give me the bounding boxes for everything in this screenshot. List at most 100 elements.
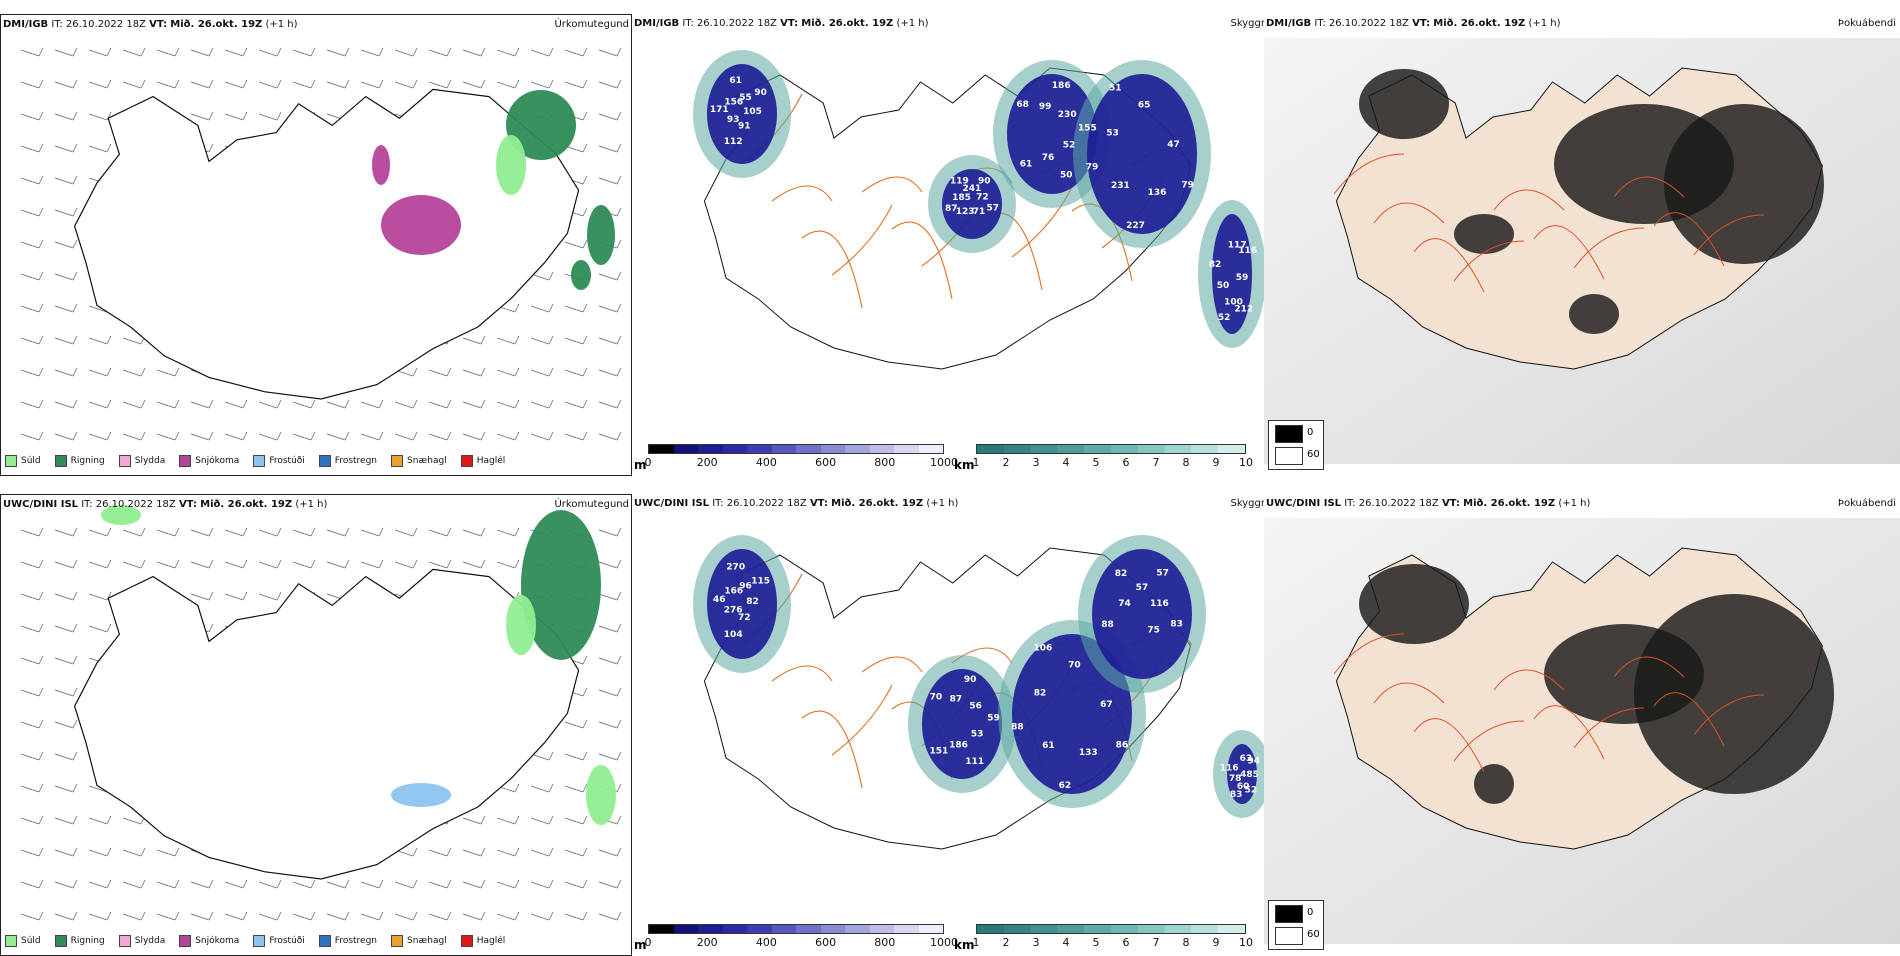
wind-barb (224, 79, 248, 89)
wind-barb (428, 527, 452, 537)
wind-barb (598, 655, 622, 665)
vt-label: VT: (809, 498, 828, 509)
wind-barb (564, 911, 588, 921)
visibility-label: 56 (969, 702, 982, 712)
visibility-label: 82 (746, 597, 759, 607)
precip-area (391, 783, 451, 807)
wind-barb (88, 559, 112, 569)
precip-legend-item: Rigning (54, 455, 105, 467)
visibility-label: 59 (1236, 273, 1249, 283)
panel-header: UWC/DINI ISL IT: 26.10.2022 18Z VT: Mið.… (3, 499, 327, 510)
visibility-label: 227 (1126, 221, 1145, 231)
wind-barb (88, 431, 112, 441)
wind-barb (258, 879, 282, 889)
fog-area (1359, 69, 1449, 139)
panel-title-precip: Úrkomutegund (554, 19, 629, 30)
visibility-label: 93 (727, 115, 740, 125)
precip-legend-item: Slydda (118, 455, 165, 467)
wind-barb (360, 527, 384, 537)
legend-swatch (5, 455, 17, 467)
fog-legend-label: 60 (1307, 449, 1320, 460)
wind-barb (428, 847, 452, 857)
visibility-label: 60 (1237, 782, 1250, 792)
wind-barb (54, 559, 78, 569)
wind-barb (156, 367, 180, 377)
road (1373, 202, 1445, 224)
wind-barb (20, 591, 44, 601)
wind-barb (190, 879, 214, 889)
road (801, 710, 863, 789)
colorbar-tick: 1000 (930, 456, 958, 469)
wind-barb (462, 399, 486, 409)
wind-barb (258, 47, 282, 57)
colorbar-tick: 200 (696, 456, 718, 469)
wind-barb (564, 399, 588, 409)
road (1413, 718, 1485, 773)
visibility-label: 57 (1136, 583, 1149, 593)
visibility-m-area (707, 549, 777, 659)
wind-barb (54, 879, 78, 889)
road (1453, 720, 1525, 762)
wind-barb (156, 431, 180, 441)
wind-barb (530, 303, 554, 313)
wind-barb (598, 527, 622, 537)
wind-barb (88, 815, 112, 825)
wind-barb (564, 367, 588, 377)
wind-barb (462, 527, 486, 537)
wind-barb (496, 335, 520, 345)
it-label: IT: (51, 19, 63, 30)
visibility-label: 74 (1118, 599, 1131, 609)
wind-barb (462, 431, 486, 441)
wind-barb (428, 431, 452, 441)
colorbar-tick: 8 (1182, 936, 1190, 949)
road (861, 176, 923, 193)
fog-panel: DMI/IGB IT: 26.10.2022 18Z VT: Mið. 26.o… (1264, 14, 1900, 476)
fog-map (1264, 38, 1900, 464)
wind-barb (598, 911, 622, 921)
visibility-label: 87 (945, 204, 958, 214)
legend-label: Rigning (70, 936, 105, 946)
panel-header: UWC/DINI ISL IT: 26.10.2022 18Z VT: Mið.… (1266, 498, 1590, 509)
wind-barb (190, 911, 214, 921)
it-label: IT: (1344, 498, 1356, 509)
wind-barb (530, 815, 554, 825)
precip-legend-item: Frostregn (318, 935, 378, 947)
road (1613, 176, 1685, 198)
wind-barb (428, 79, 452, 89)
visibility-label: 62 (1059, 781, 1072, 791)
legend-label: Frostregn (334, 936, 378, 946)
it-value: 26.10.2022 18Z (696, 18, 777, 29)
lead-time: (+1 h) (1558, 498, 1591, 509)
precip-area (586, 765, 616, 825)
wind-barb (54, 239, 78, 249)
wind-barb (224, 879, 248, 889)
wind-barb (360, 399, 384, 409)
colorbar-tick: 0 (644, 456, 652, 469)
wind-barb (224, 47, 248, 57)
visibility-m-area (922, 669, 1002, 779)
precip-type-panel: UWC/DINI ISL IT: 26.10.2022 18Z VT: Mið.… (0, 494, 632, 956)
vt-value: Mið. 26.okt. 19Z (200, 499, 293, 510)
lead-time: (+1 h) (926, 498, 959, 509)
wind-barb (224, 591, 248, 601)
wind-barb (360, 79, 384, 89)
wind-barb (54, 367, 78, 377)
wind-barb (428, 911, 452, 921)
colorbar-tick: 1 (972, 456, 980, 469)
it-label: IT: (1314, 18, 1326, 29)
wind-barb (20, 847, 44, 857)
precip-legend: Súld Rigning Slydda Snjókoma Frostúði Frostre… (5, 455, 505, 467)
lead-time: (+1 h) (1528, 18, 1561, 29)
visibility-m-area (1092, 549, 1192, 679)
legend-swatch (391, 455, 404, 467)
it-value: 26.10.2022 18Z (726, 498, 807, 509)
wind-barb (190, 399, 214, 409)
wind-barb (122, 79, 146, 89)
it-value: 26.10.2022 18Z (1328, 18, 1409, 29)
visibility-label: 99 (1039, 102, 1052, 112)
fog-legend-swatch (1275, 447, 1303, 465)
precip-legend-item: Slydda (118, 935, 165, 947)
wind-barb (496, 815, 520, 825)
wind-barb (190, 591, 214, 601)
wind-barb (122, 431, 146, 441)
